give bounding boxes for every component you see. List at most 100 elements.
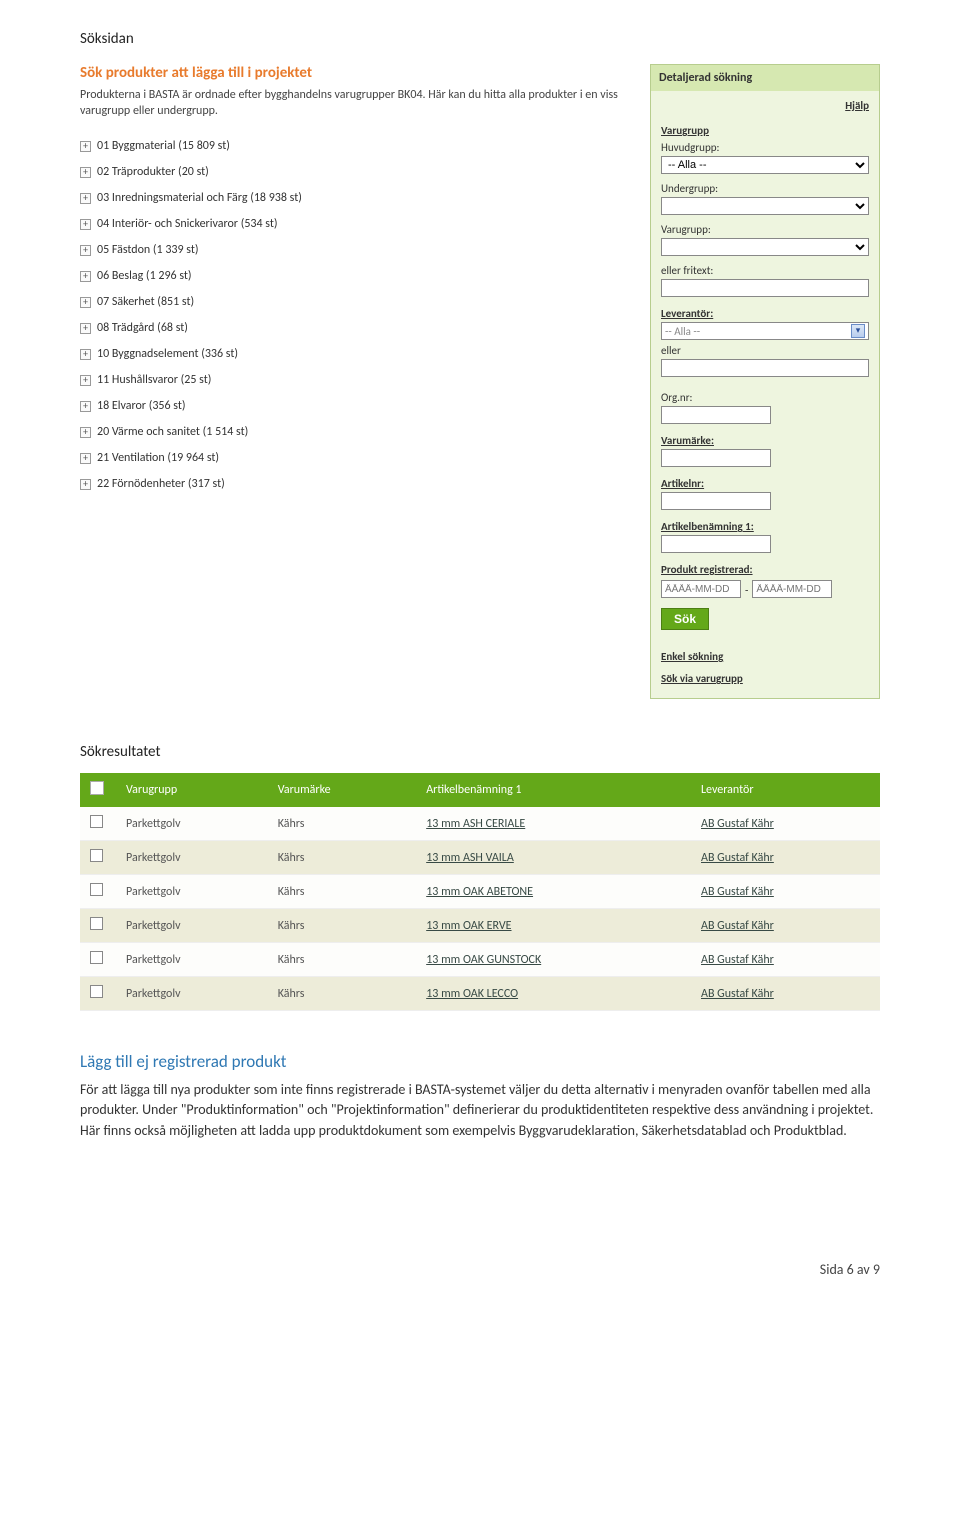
row-check-cell[interactable] (80, 841, 116, 875)
cell-varumarke: Kährs (268, 841, 416, 875)
tree-item[interactable]: +10 Byggnadselement (336 st) (80, 341, 642, 367)
leverantor-link[interactable]: AB Gustaf Kähr (701, 817, 774, 831)
expand-icon[interactable]: + (80, 401, 91, 412)
checkbox-icon[interactable] (90, 917, 103, 930)
expand-icon[interactable]: + (80, 193, 91, 204)
row-check-cell[interactable] (80, 977, 116, 1011)
artikelnr-input[interactable] (661, 492, 771, 510)
cell-artikel: 13 mm OAK ERVE (416, 909, 691, 943)
table-row: ParkettgolvKährs13 mm OAK ABETONEAB Gust… (80, 875, 880, 909)
leverantor-link[interactable]: AB Gustaf Kähr (701, 851, 774, 865)
col-artikel[interactable]: Artikelbenämning 1 (416, 773, 691, 807)
artikel-link[interactable]: 13 mm OAK GUNSTOCK (426, 953, 541, 967)
leverantor-input[interactable] (661, 359, 869, 377)
expand-icon[interactable]: + (80, 375, 91, 386)
tree-item[interactable]: +04 Interiör- och Snickerivaror (534 st) (80, 211, 642, 237)
expand-icon[interactable]: + (80, 141, 91, 152)
tree-label: 02 Träprodukter (20 st) (97, 165, 209, 179)
search-button[interactable]: Sök (661, 608, 709, 630)
row-check-cell[interactable] (80, 943, 116, 977)
expand-icon[interactable]: + (80, 245, 91, 256)
tree-item[interactable]: +06 Beslag (1 296 st) (80, 263, 642, 289)
enkel-sokning-link[interactable]: Enkel sökning (661, 646, 869, 668)
row-check-cell[interactable] (80, 875, 116, 909)
artikel-link[interactable]: 13 mm OAK LECCO (426, 987, 518, 1001)
expand-icon[interactable]: + (80, 349, 91, 360)
leverantor-link[interactable]: AB Gustaf Kähr (701, 953, 774, 967)
huvudgrupp-select[interactable]: -- Alla -- (661, 156, 869, 174)
cell-leverantor: AB Gustaf Kähr (691, 875, 880, 909)
cell-varugrupp: Parkettgolv (116, 977, 268, 1011)
artikel-link[interactable]: 13 mm OAK ERVE (426, 919, 511, 933)
section-soksidan-label: Söksidan (80, 30, 880, 48)
tree-label: 03 Inredningsmaterial och Färg (18 938 s… (97, 191, 302, 205)
cell-varumarke: Kährs (268, 977, 416, 1011)
undergrupp-select[interactable] (661, 197, 869, 215)
checkbox-icon[interactable] (90, 985, 103, 998)
tree-item[interactable]: +02 Träprodukter (20 st) (80, 159, 642, 185)
help-link[interactable]: Hjälp (661, 99, 869, 112)
tree-item[interactable]: +07 Säkerhet (851 st) (80, 289, 642, 315)
expand-icon[interactable]: + (80, 427, 91, 438)
checkbox-icon[interactable] (90, 883, 103, 896)
varumarke-input[interactable] (661, 449, 771, 467)
col-leverantor[interactable]: Leverantör (691, 773, 880, 807)
row-check-cell[interactable] (80, 909, 116, 943)
cell-varugrupp: Parkettgolv (116, 875, 268, 909)
cell-varumarke: Kährs (268, 943, 416, 977)
orgnr-input[interactable] (661, 406, 771, 424)
cell-varumarke: Kährs (268, 807, 416, 841)
leverantor-link[interactable]: AB Gustaf Kähr (701, 885, 774, 899)
results-table: Varugrupp Varumärke Artikelbenämning 1 L… (80, 773, 880, 1011)
checkbox-icon[interactable] (90, 815, 103, 828)
cell-artikel: 13 mm OAK ABETONE (416, 875, 691, 909)
check-all-icon[interactable] (90, 781, 104, 795)
tree-item[interactable]: +01 Byggmaterial (15 809 st) (80, 133, 642, 159)
tree-label: 11 Hushållsvaror (25 st) (97, 373, 211, 387)
tree-item[interactable]: +20 Värme och sanitet (1 514 st) (80, 419, 642, 445)
tree-item[interactable]: +21 Ventilation (19 964 st) (80, 445, 642, 471)
tree-item[interactable]: +08 Trädgård (68 st) (80, 315, 642, 341)
varugrupp-label: Varugrupp (661, 124, 869, 137)
varugrupp-select[interactable] (661, 238, 869, 256)
col-varumarke[interactable]: Varumärke (268, 773, 416, 807)
leverantor-link[interactable]: AB Gustaf Kähr (701, 919, 774, 933)
date-from-input[interactable] (661, 580, 741, 598)
expand-icon[interactable]: + (80, 323, 91, 334)
leverantor-link[interactable]: AB Gustaf Kähr (701, 987, 774, 1001)
cell-varugrupp: Parkettgolv (116, 807, 268, 841)
tree-item[interactable]: +22 Förnödenheter (317 st) (80, 471, 642, 497)
expand-icon[interactable]: + (80, 297, 91, 308)
artikel-link[interactable]: 13 mm OAK ABETONE (426, 885, 533, 899)
expand-icon[interactable]: + (80, 453, 91, 464)
fritext-input[interactable] (661, 279, 869, 297)
expand-icon[interactable]: + (80, 167, 91, 178)
varugrupp2-label: Varugrupp: (661, 223, 869, 236)
row-check-cell[interactable] (80, 807, 116, 841)
artikel-link[interactable]: 13 mm ASH VAILA (426, 851, 514, 865)
expand-icon[interactable]: + (80, 219, 91, 230)
tree-item[interactable]: +03 Inredningsmaterial och Färg (18 938 … (80, 185, 642, 211)
expand-icon[interactable]: + (80, 271, 91, 282)
expand-icon[interactable]: + (80, 479, 91, 490)
date-to-input[interactable] (752, 580, 832, 598)
sok-via-varugrupp-link[interactable]: Sök via varugrupp (661, 668, 869, 690)
header-check-cell[interactable] (80, 773, 116, 807)
artikelbenamning-input[interactable] (661, 535, 771, 553)
tree-item[interactable]: +11 Hushållsvaror (25 st) (80, 367, 642, 393)
huvudgrupp-label: Huvudgrupp: (661, 141, 869, 154)
section-sokresultatet-label: Sökresultatet (80, 743, 880, 761)
date-sep: - (745, 584, 748, 597)
leverantor-select[interactable]: -- Alla -- ▾ (661, 322, 869, 340)
tree-label: 22 Förnödenheter (317 st) (97, 477, 225, 491)
leverantor-value: -- Alla -- (665, 325, 700, 338)
tree-label: 05 Fästdon (1 339 st) (97, 243, 199, 257)
tree-item[interactable]: +05 Fästdon (1 339 st) (80, 237, 642, 263)
checkbox-icon[interactable] (90, 951, 103, 964)
cell-varumarke: Kährs (268, 909, 416, 943)
checkbox-icon[interactable] (90, 849, 103, 862)
artikel-link[interactable]: 13 mm ASH CERIALE (426, 817, 525, 831)
tree-label: 18 Elvaror (356 st) (97, 399, 186, 413)
col-varugrupp[interactable]: Varugrupp (116, 773, 268, 807)
tree-item[interactable]: +18 Elvaror (356 st) (80, 393, 642, 419)
